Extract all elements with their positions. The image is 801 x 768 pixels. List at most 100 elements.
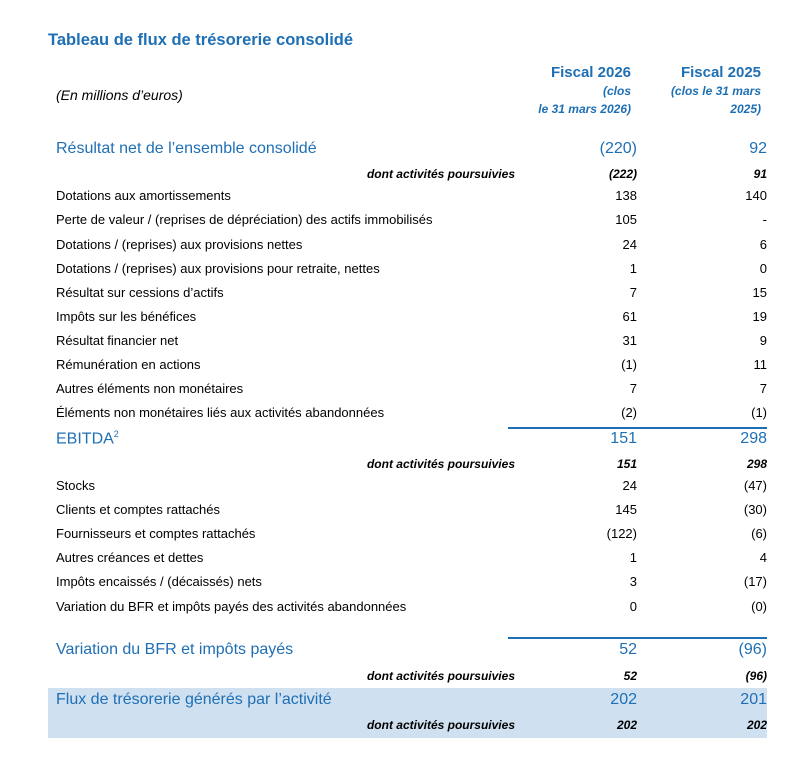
value-fiscal-2025: 6 (759, 236, 767, 252)
value-fiscal-2026: 24 (622, 477, 637, 493)
row-label: Flux de trésorerie générés par l’activit… (56, 691, 332, 708)
value-fiscal-2026: 3 (629, 573, 637, 589)
row-label: Rémunération en actions (56, 356, 201, 372)
row-label: Dotations aux amortissements (56, 187, 231, 203)
unit-note: (En millions d’euros) (56, 87, 183, 103)
row-label: dont activités poursuivies (366, 457, 515, 471)
row-label: Résultat net de l’ensemble consolidé (56, 140, 317, 157)
row-fournisseurs: Fournisseurs et comptes rattachés (122) … (48, 521, 767, 545)
value-fiscal-2025: 9 (759, 332, 767, 348)
value-fiscal-2025: 0 (759, 260, 767, 276)
row-label: Éléments non monétaires liés aux activit… (56, 404, 385, 420)
value-fiscal-2025: (47) (743, 477, 767, 493)
row-resultat-net: Résultat net de l’ensemble consolidé (22… (48, 137, 767, 161)
value-fiscal-2025: (0) (751, 598, 767, 614)
value-fiscal-2025: 15 (752, 284, 767, 300)
column-period-line1: (clos (602, 84, 631, 98)
value-fiscal-2025: 19 (752, 308, 767, 324)
row-autres-non-monetaires: Autres éléments non monétaires 7 7 (48, 376, 767, 400)
row-label: Résultat sur cessions d’actifs (56, 284, 224, 300)
row-provisions-nettes: Dotations / (reprises) aux provisions ne… (48, 232, 767, 256)
value-fiscal-2026: 31 (622, 332, 637, 348)
row-ebitda: EBITDA2 151 298 (48, 427, 767, 451)
row-label: Autres créances et dettes (56, 549, 204, 565)
value-fiscal-2026: 145 (615, 501, 637, 517)
page-title: Tableau de flux de trésorerie consolidé (48, 31, 354, 49)
value-fiscal-2025: (96) (745, 669, 767, 683)
row-label: dont activités poursuivies (366, 167, 515, 181)
row-flux-tresorerie: Flux de trésorerie générés par l’activit… (48, 688, 767, 712)
row-stocks: Stocks 24 (47) (48, 473, 767, 497)
value-fiscal-2025: 202 (746, 718, 767, 732)
row-cessions-actifs: Résultat sur cessions d’actifs 7 15 (48, 280, 767, 304)
column-header-fiscal-2025: Fiscal 2025 (clos le 31 mars 2025) (631, 64, 761, 117)
row-impots-benefices: Impôts sur les bénéfices 61 19 (48, 304, 767, 328)
value-fiscal-2025: (96) (738, 641, 767, 658)
row-label: Dotations / (reprises) aux provisions po… (56, 260, 380, 276)
value-fiscal-2025: 11 (753, 356, 768, 372)
row-dont-activites-poursuivies: dont activités poursuivies 202 202 (48, 712, 767, 738)
row-impots-encaisses: Impôts encaissés / (décaissés) nets 3 (1… (48, 569, 767, 593)
row-non-monetaires-abandonnees: Éléments non monétaires liés aux activit… (48, 400, 767, 424)
value-fiscal-2026: (1) (621, 356, 637, 372)
value-fiscal-2026: 61 (622, 308, 637, 324)
row-label-text: EBITDA (56, 430, 114, 448)
subtotal-rule (508, 637, 767, 639)
value-fiscal-2026: 105 (615, 211, 637, 227)
value-fiscal-2026: (222) (608, 167, 637, 181)
value-fiscal-2025: 91 (753, 167, 767, 181)
column-year: Fiscal 2025 (680, 64, 761, 81)
row-label: Impôts sur les bénéfices (56, 308, 197, 324)
column-period-line1: (clos le 31 mars (670, 84, 761, 98)
value-fiscal-2025: 298 (746, 457, 767, 471)
value-fiscal-2026: 1 (629, 549, 637, 565)
row-label: dont activités poursuivies (366, 718, 515, 732)
column-header-fiscal-2026: Fiscal 2026 (clos le 31 mars 2026) (491, 64, 631, 117)
value-fiscal-2026: 151 (610, 430, 637, 447)
row-label: Fournisseurs et comptes rattachés (56, 525, 256, 541)
column-period-line2: 2025) (730, 102, 761, 116)
value-fiscal-2025: 7 (759, 380, 767, 396)
value-fiscal-2026: 7 (629, 380, 637, 396)
row-dont-activites-poursuivies: dont activités poursuivies (222) 91 (48, 164, 767, 184)
value-fiscal-2026: 138 (615, 187, 637, 203)
value-fiscal-2026: (2) (621, 404, 637, 420)
row-label: Impôts encaissés / (décaissés) nets (56, 573, 262, 589)
row-bfr-abandonnees: Variation du BFR et impôts payés des act… (48, 594, 767, 618)
row-remuneration-actions: Rémunération en actions (1) 11 (48, 352, 767, 376)
value-fiscal-2026: 0 (629, 598, 637, 614)
row-dont-activites-poursuivies: dont activités poursuivies 52 (96) (48, 666, 767, 686)
row-label: Résultat financier net (56, 332, 179, 348)
row-resultat-financier: Résultat financier net 31 9 (48, 328, 767, 352)
row-label: Perte de valeur / (reprises de dépréciat… (56, 211, 433, 227)
value-fiscal-2026: 7 (629, 284, 637, 300)
value-fiscal-2026: (122) (606, 525, 637, 541)
column-year: Fiscal 2026 (550, 64, 631, 81)
row-perte-de-valeur: Perte de valeur / (reprises de dépréciat… (48, 207, 767, 231)
row-dont-activites-poursuivies: dont activités poursuivies 151 298 (48, 454, 767, 474)
value-fiscal-2026: 202 (610, 691, 637, 708)
value-fiscal-2025: (1) (751, 404, 767, 420)
value-fiscal-2025: 201 (740, 691, 767, 708)
value-fiscal-2026: (220) (599, 140, 637, 157)
row-variation-bfr: Variation du BFR et impôts payés 52 (96) (48, 638, 767, 662)
value-fiscal-2026: 52 (619, 641, 637, 658)
value-fiscal-2025: 4 (759, 549, 767, 565)
row-label: Autres éléments non monétaires (56, 380, 244, 396)
row-label: Clients et comptes rattachés (56, 501, 221, 517)
value-fiscal-2025: (30) (743, 501, 767, 517)
column-period-line2: le 31 mars 2026) (538, 102, 631, 116)
row-label: Variation du BFR et impôts payés (56, 641, 294, 658)
value-fiscal-2025: 92 (749, 140, 767, 157)
row-label: Stocks (56, 477, 96, 493)
row-label: Dotations / (reprises) aux provisions ne… (56, 236, 303, 252)
value-fiscal-2026: 202 (616, 718, 637, 732)
value-fiscal-2026: 24 (622, 236, 637, 252)
row-label: Variation du BFR et impôts payés des act… (56, 598, 407, 614)
value-fiscal-2025: 298 (740, 430, 767, 447)
value-fiscal-2026: 1 (629, 260, 637, 276)
row-provisions-retraite: Dotations / (reprises) aux provisions po… (48, 256, 767, 280)
value-fiscal-2025: (6) (751, 525, 767, 541)
value-fiscal-2025: 140 (745, 187, 767, 203)
footnote-marker: 2 (113, 429, 119, 440)
